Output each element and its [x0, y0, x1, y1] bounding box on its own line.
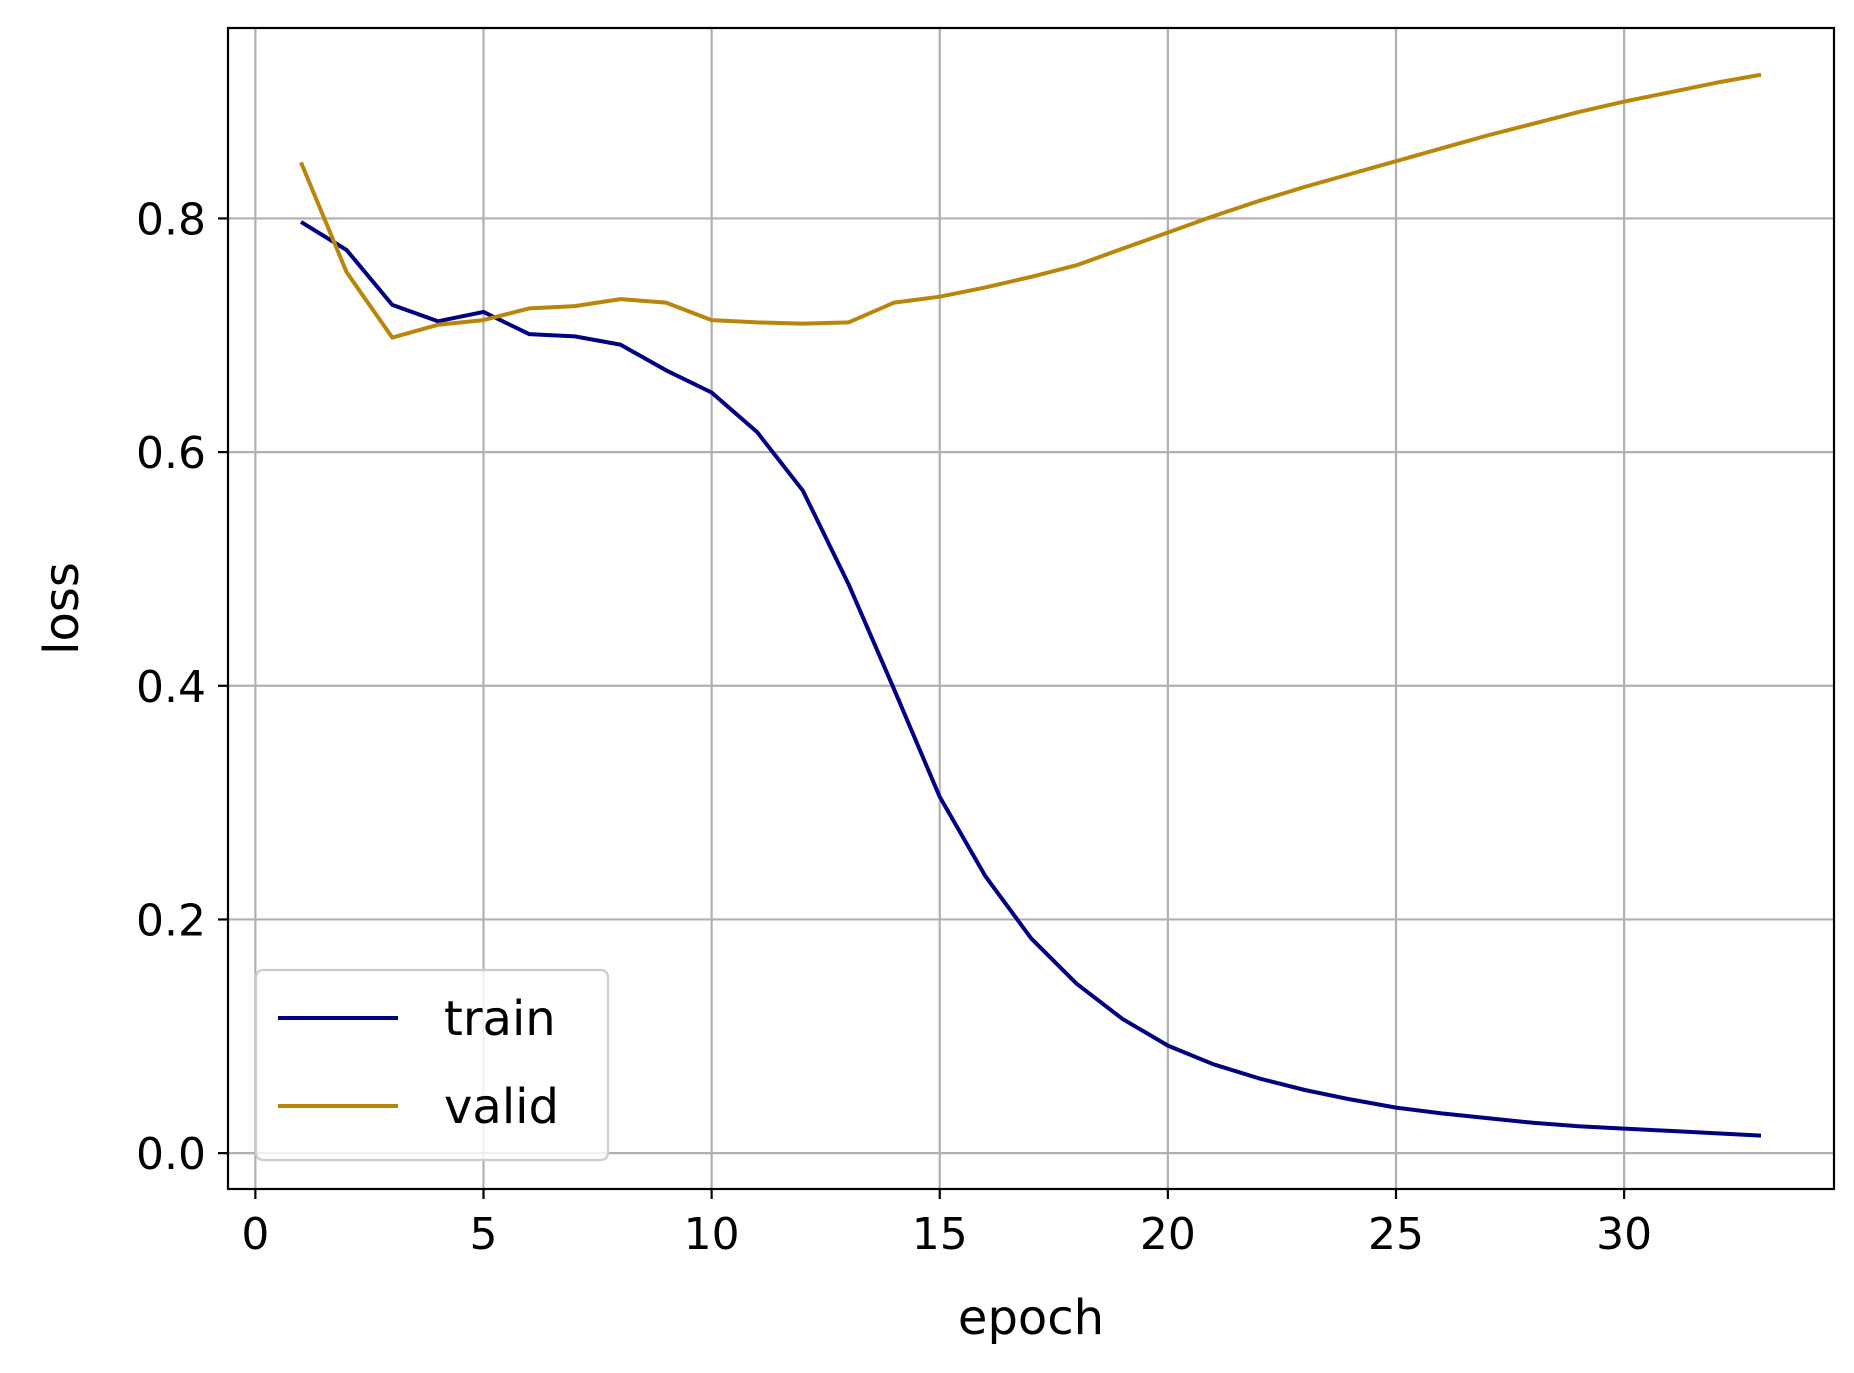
series-lines: [299, 72, 1762, 1138]
series-line-train: [299, 220, 1762, 1138]
plot-frame: [226, 26, 1836, 1191]
y-tick-label: 0.2: [136, 895, 206, 946]
y-tick-label: 0.4: [136, 662, 206, 713]
legend-label-valid: valid: [444, 1079, 559, 1135]
x-tick-label: 30: [1596, 1209, 1652, 1260]
series-line-valid: [299, 72, 1762, 340]
legend: train valid: [254, 968, 610, 1162]
x-tick-label: 25: [1368, 1209, 1424, 1260]
y-tick-label: 0.8: [136, 194, 206, 245]
legend-label-train: train: [444, 991, 556, 1047]
y-tick-label: 0.6: [136, 428, 206, 479]
axis-ticks: 0 5 10 15 20 25 30 0.0 0.2 0.4 0.6 0.8: [136, 194, 1652, 1260]
y-tick-label: 0.0: [136, 1129, 206, 1180]
legend-items: train valid: [278, 991, 559, 1135]
x-tick-label: 20: [1140, 1209, 1196, 1260]
x-tick-label: 15: [912, 1209, 968, 1260]
x-tick-label: 5: [470, 1209, 498, 1260]
x-tick-label: 0: [241, 1209, 269, 1260]
x-tick-label: 10: [684, 1209, 740, 1260]
x-axis-label: epoch: [958, 1290, 1104, 1346]
y-axis-label: loss: [34, 562, 90, 655]
